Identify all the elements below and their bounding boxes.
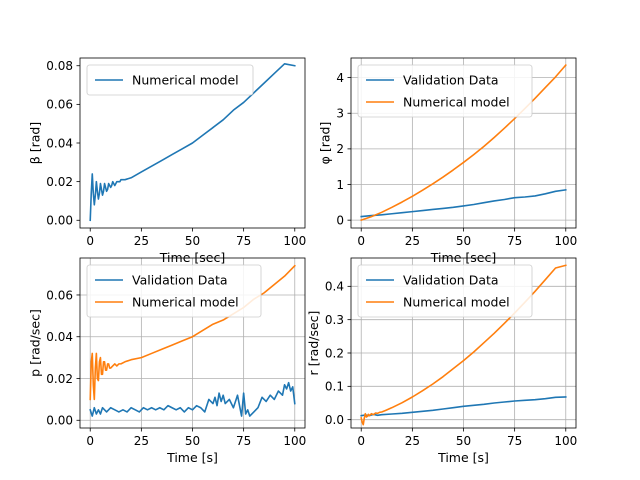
series-lines: [89, 62, 296, 222]
x-axis-label: Time [sec]: [159, 250, 225, 265]
legend-box: [86, 64, 254, 96]
legend: Validation Data Numerical model: [357, 64, 533, 118]
ticks: 0 25 50 75 100 0 1 2 3 4: [336, 71, 577, 248]
y-tick-label: 0.0: [325, 413, 344, 427]
x-tick-label: 0: [357, 234, 365, 248]
x-tick-label: 75: [236, 234, 251, 248]
series-line-numerical-model: [360, 264, 567, 426]
ticks: 0 25 50 75 100 0.0 0.1 0.2 0.3 0.4: [325, 280, 577, 448]
legend-label: Validation Data: [403, 273, 499, 288]
y-tick-label: 1: [336, 178, 344, 192]
y-tick-label: 0.02: [46, 372, 73, 386]
x-tick-label: 0: [86, 434, 94, 448]
series-lines: [360, 264, 567, 426]
chart-bottom-right: 0 25 50 75 100 0.0 0.1 0.2 0.3 0.4 Time [s] r [rad/…: [306, 257, 577, 465]
y-tick-label: 0.1: [325, 380, 344, 394]
legend-box: [357, 264, 533, 318]
x-tick-label: 50: [185, 434, 200, 448]
legend-label: Numerical model: [403, 295, 510, 310]
y-tick-label: 0.04: [46, 330, 73, 344]
y-tick-label: 0.2: [325, 346, 344, 360]
legend-label: Numerical model: [403, 95, 510, 110]
y-tick-label: 0: [336, 213, 344, 227]
x-axis-label: Time [s]: [437, 450, 489, 465]
x-tick-label: 25: [134, 434, 149, 448]
y-tick-label: 0.06: [46, 98, 73, 112]
x-tick-label: 50: [185, 234, 200, 248]
y-tick-label: 4: [336, 71, 344, 85]
x-tick-label: 25: [405, 434, 420, 448]
chart-top-right: 0 25 50 75 100 0 1 2 3 4 Time [sec] φ [rad] Validati…: [317, 57, 577, 265]
x-tick-label: 50: [456, 234, 471, 248]
legend-label: Numerical model: [132, 73, 239, 88]
series-line-numerical-model: [89, 264, 296, 401]
ticks: 0 25 50 75 100 0.00 0.02 0.04 0.06: [46, 288, 306, 448]
x-tick-label: 75: [507, 434, 522, 448]
x-tick-label: 50: [456, 434, 471, 448]
legend-label: Numerical model: [132, 295, 239, 310]
series-line-validation-data: [360, 396, 567, 417]
y-tick-label: 0.00: [46, 214, 73, 228]
y-tick-label: 0.4: [325, 280, 344, 294]
series-lines: [89, 264, 296, 417]
x-tick-label: 0: [86, 234, 94, 248]
x-tick-label: 75: [507, 234, 522, 248]
legend: Validation Data Numerical model: [86, 264, 262, 318]
y-tick-label: 0.06: [46, 288, 73, 302]
y-tick-label: 0.02: [46, 175, 73, 189]
y-tick-label: 3: [336, 107, 344, 121]
x-tick-label: 25: [405, 234, 420, 248]
x-axis-label: Time [sec]: [430, 250, 496, 265]
x-tick-label: 100: [283, 234, 306, 248]
y-axis-label: β [rad]: [27, 122, 42, 164]
x-axis-label: Time [s]: [166, 450, 218, 465]
x-tick-label: 75: [236, 434, 251, 448]
legend: Validation Data Numerical model: [357, 264, 533, 318]
legend-box: [86, 264, 262, 318]
series-line-validation-data: [89, 381, 296, 417]
legend: Numerical model: [86, 64, 254, 96]
chart-bottom-left: 0 25 50 75 100 0.00 0.02 0.04 0.06 Time [s] p [rad…: [27, 257, 306, 465]
y-tick-label: 0.04: [46, 136, 73, 150]
legend-box: [357, 64, 533, 118]
y-axis-label: φ [rad]: [317, 122, 332, 165]
y-tick-label: 0.3: [325, 313, 344, 327]
x-tick-label: 25: [134, 234, 149, 248]
y-tick-label: 2: [336, 142, 344, 156]
x-tick-label: 100: [554, 234, 577, 248]
series-line-validation-data: [360, 188, 567, 218]
legend-label: Validation Data: [403, 73, 499, 88]
x-tick-label: 0: [357, 434, 365, 448]
x-tick-label: 100: [283, 434, 306, 448]
y-tick-label: 0.08: [46, 59, 73, 73]
y-axis-label: p [rad/sec]: [27, 309, 42, 377]
chart-top-left: 0 25 50 75 100 0.00 0.02 0.04 0.06 0.08 Time [sec]…: [27, 57, 306, 265]
x-tick-label: 100: [554, 434, 577, 448]
y-tick-label: 0.00: [46, 414, 73, 428]
legend-label: Validation Data: [132, 273, 228, 288]
series-line-numerical-model: [89, 62, 296, 222]
ticks: 0 25 50 75 100 0.00 0.02 0.04 0.06 0.08: [46, 59, 306, 248]
y-axis-label: r [rad/sec]: [306, 311, 321, 376]
